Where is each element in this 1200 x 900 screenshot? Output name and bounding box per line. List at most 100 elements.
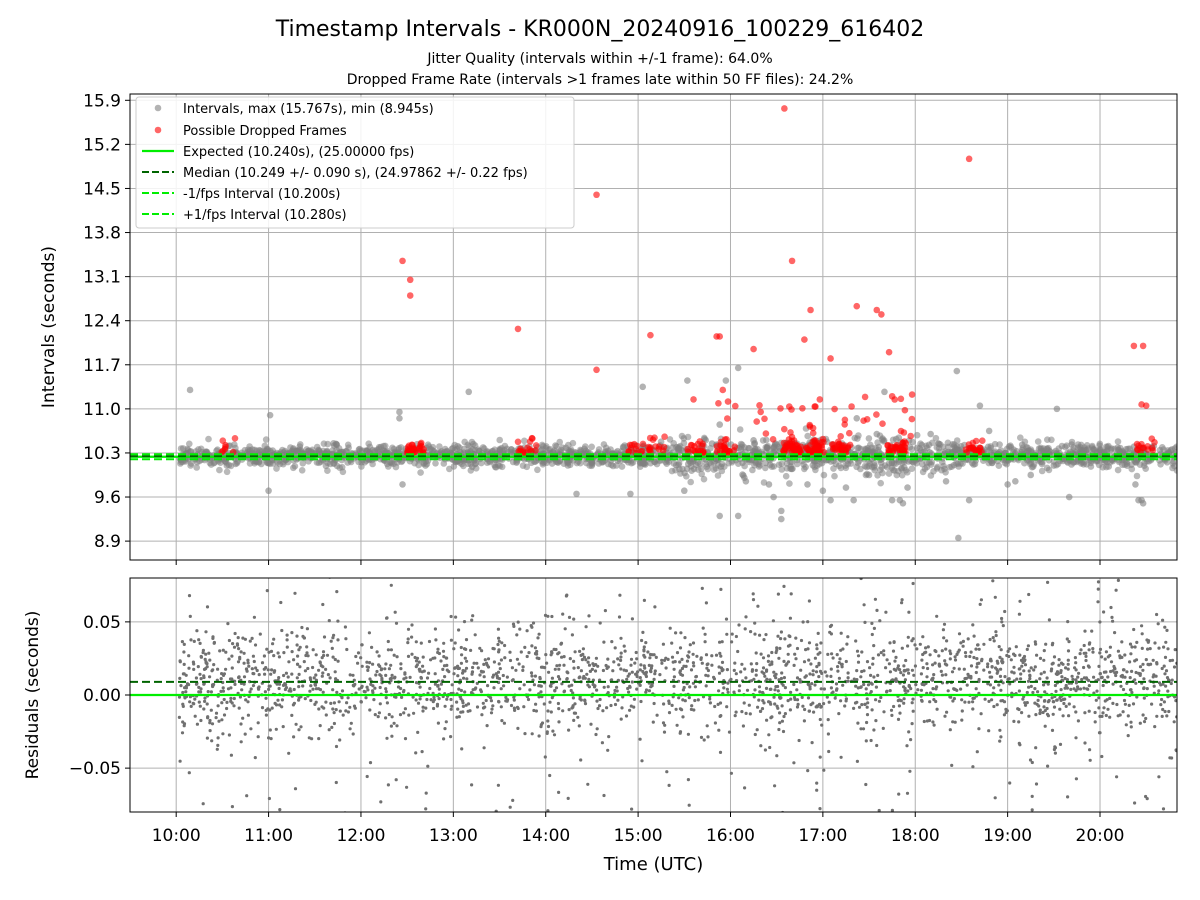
residual-point [979,598,984,602]
residual-point [596,706,600,711]
residual-point [974,647,978,651]
residual-point [230,654,234,658]
residual-point [630,617,635,621]
interval-outlier-point [186,386,194,394]
residual-point [264,666,268,670]
residual-point [957,632,962,636]
residual-point [539,723,544,727]
residual-point [277,676,281,680]
residual-point [182,650,186,654]
residual-point [1062,701,1066,706]
residual-point [207,651,211,655]
residual-point [816,631,820,636]
residual-point [209,708,213,712]
residual-point [730,640,734,644]
interval-outlier-point [765,481,773,488]
residual-point [529,671,534,675]
residual-point [776,689,780,693]
residual-point [1108,715,1112,719]
residual-point [647,663,651,668]
interval-point [687,478,694,486]
dropped-frame-point [716,448,724,455]
residual-point [314,653,318,657]
residual-point [384,690,388,694]
residual-point [638,676,642,680]
residual-point [521,668,525,673]
residual-point [928,700,932,704]
dropped-frame-point [901,406,909,414]
residual-point [910,701,914,705]
residual-point [777,656,781,660]
interval-point [762,459,769,467]
dropped-frame-outlier-point [690,396,697,403]
residual-point [530,732,534,736]
residual-point [256,735,260,739]
residual-point [977,647,981,651]
residual-point [1034,746,1038,750]
residual-point [485,663,489,667]
residual-point [1003,609,1007,614]
residual-point [197,700,201,704]
residual-point [982,642,986,646]
residual-point [253,643,258,647]
residual-point [855,700,859,704]
residual-point [786,699,790,703]
residual-point [717,728,721,732]
residual-point [920,698,924,702]
interval-point [279,446,286,454]
residual-point [414,659,419,663]
residual-point [528,688,532,692]
interval-point [195,446,202,453]
residual-point [595,699,599,703]
residual-point [686,654,690,658]
residual-point [469,648,473,653]
residual-point [802,660,807,664]
residual-point [586,683,590,687]
residual-point [500,719,504,723]
residual-point [228,677,233,681]
interval-outlier-point [396,408,403,416]
residual-point [400,695,404,700]
residual-point [243,637,247,641]
residual-point [1064,666,1068,670]
interval-outlier-point [976,402,984,410]
residual-point [919,688,924,692]
residual-point [806,696,811,700]
residual-point [1124,723,1128,727]
dropped-frame-point [893,443,900,451]
interval-point [491,446,499,454]
residual-point [418,697,422,701]
residual-point [852,706,856,711]
interval-point [573,459,581,467]
residual-point [533,674,538,678]
residual-point [1005,653,1009,658]
residual-point [606,748,610,752]
residual-point [844,697,849,701]
residual-point [817,675,821,679]
residual-point [1008,781,1012,785]
residual-point [652,701,656,706]
residual-point [1161,618,1165,622]
residual-point [229,686,233,690]
residual-point [287,751,291,755]
residual-point [761,666,766,670]
residual-point [406,627,411,631]
residual-point [870,621,874,626]
residual-point [290,631,294,635]
residual-point [498,667,502,671]
residual-point [705,724,709,728]
residual-point [322,635,327,639]
residual-point [502,721,506,725]
interval-point [898,471,906,479]
dropped-frame-outlier-point [781,105,788,112]
residual-point [232,696,236,701]
residual-point [191,701,195,705]
interval-outlier-point [639,383,647,391]
residual-point [835,687,839,691]
residual-point [303,697,307,701]
residual-point [906,644,910,648]
residual-point [553,667,557,671]
residual-point [214,711,219,715]
interval-point [857,465,864,473]
residual-point [208,675,212,679]
